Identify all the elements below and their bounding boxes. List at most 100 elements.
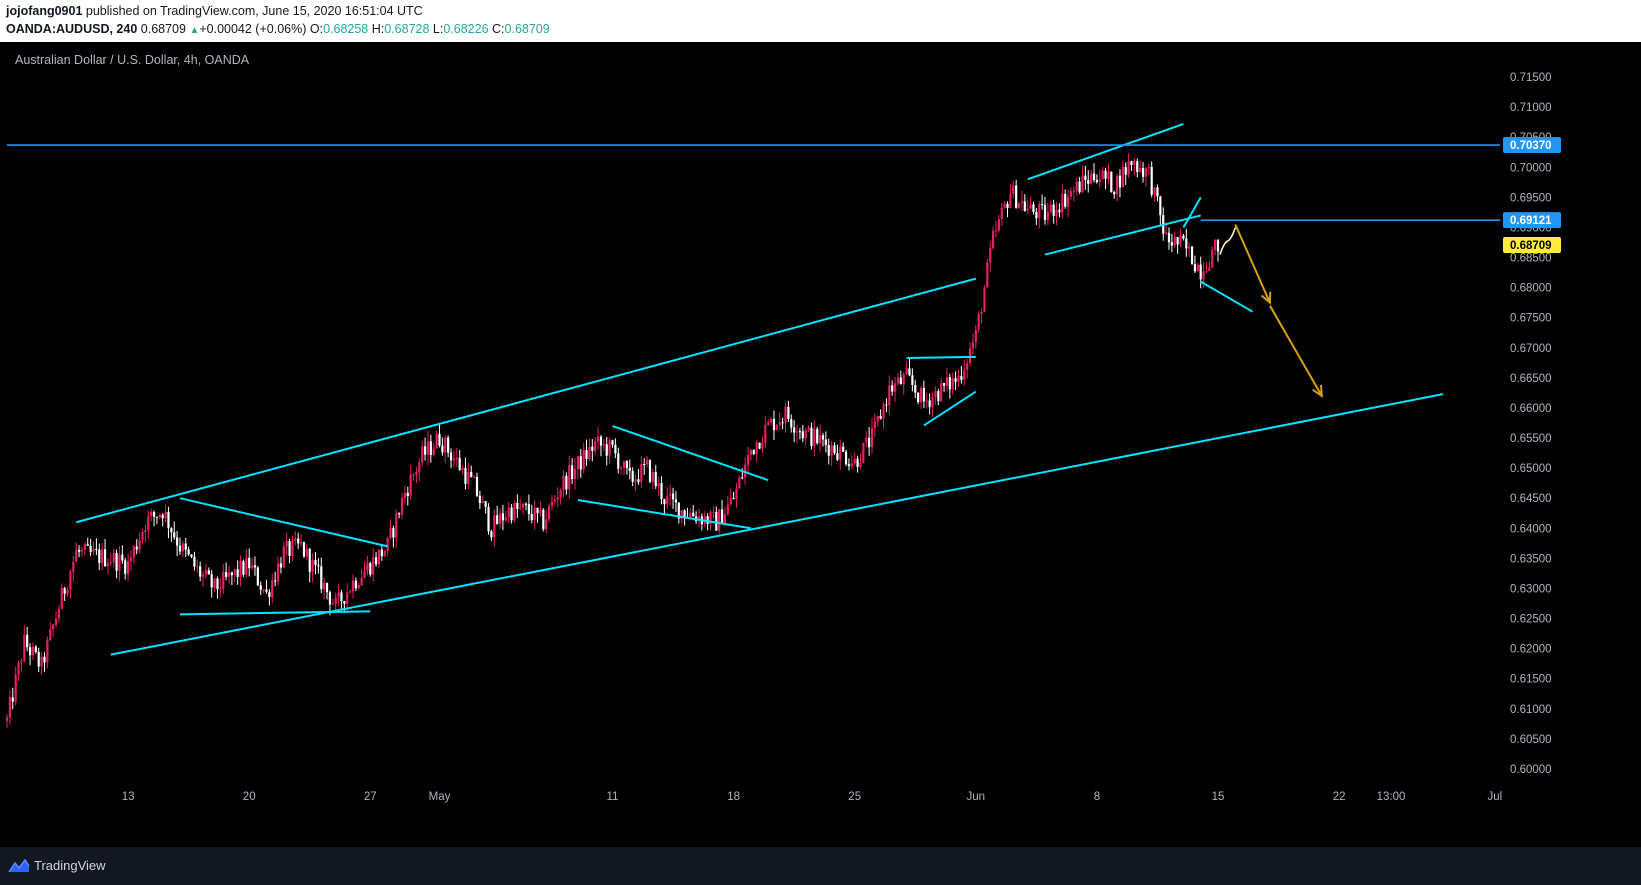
candle-body: [911, 375, 914, 386]
candle-body: [795, 431, 799, 433]
candle-body: [614, 444, 617, 454]
trendline-wedge-lower: [577, 499, 752, 530]
candle-body: [1006, 203, 1009, 208]
candle-body: [980, 311, 983, 314]
price-tag-resistance: [1503, 137, 1561, 154]
tradingview-logo-icon[interactable]: [8, 858, 30, 874]
candle-body: [46, 639, 49, 663]
candle-body: [1023, 201, 1026, 211]
candle-body: [31, 646, 35, 656]
candle-body: [971, 342, 975, 349]
candle-body: [925, 400, 928, 402]
candle-body: [8, 697, 11, 718]
candle-body: [1208, 267, 1211, 271]
candle-body: [715, 512, 718, 531]
candle-body: [265, 589, 268, 592]
candle-body: [1061, 193, 1064, 213]
price-change: +0.00042 (+0.06%): [199, 22, 307, 36]
candle-body: [493, 515, 496, 538]
candle-body: [749, 449, 752, 455]
ohlc-close-value: 0.68709: [504, 22, 550, 36]
y-tick-label: 0.62500: [1510, 614, 1552, 626]
y-tick-label: 0.63500: [1510, 553, 1552, 565]
candle-body: [1066, 196, 1070, 207]
candle-body: [608, 440, 611, 456]
chart-canvas[interactable]: 0.60000 0.60500 0.61000 0.61500 0.62000 0.625…: [0, 42, 1641, 847]
candle-body: [236, 569, 239, 577]
candle-body: [1153, 187, 1156, 195]
author-name[interactable]: jojofang0901: [6, 4, 83, 18]
candle-body: [467, 471, 470, 485]
candle-body: [92, 548, 95, 552]
candle-body: [634, 479, 637, 482]
projection-arrow-line: [1269, 305, 1323, 397]
candle-body: [369, 563, 372, 575]
x-tick-label: Jun: [967, 791, 986, 803]
candle-body: [671, 493, 675, 500]
candle-body: [945, 377, 949, 386]
candle-body: [556, 497, 559, 500]
candle-body: [744, 464, 747, 478]
candle-body: [530, 514, 533, 521]
candle-body: [842, 446, 845, 452]
candle-body: [646, 460, 649, 465]
candle-body: [1110, 171, 1113, 193]
candle-body: [429, 441, 432, 455]
candle-body: [1211, 249, 1214, 268]
candle-body: [63, 588, 66, 594]
candle-body: [986, 262, 989, 288]
candle-body: [963, 369, 966, 380]
ohlc-low-label: L:: [432, 22, 444, 36]
candle-body: [121, 554, 124, 561]
candle-body: [1182, 235, 1185, 239]
candle-body: [977, 313, 980, 330]
chart-area[interactable]: 0.60000 0.60500 0.61000 0.61500 0.62000 0.625…: [0, 42, 1641, 847]
ohlc-open-value: 0.68258: [323, 22, 369, 36]
candle-body: [328, 592, 332, 605]
candle-body: [516, 502, 519, 509]
candle-body: [77, 549, 81, 552]
candle-body: [357, 585, 360, 589]
candle-body: [426, 441, 430, 455]
tradingview-brand[interactable]: TradingView: [34, 858, 106, 873]
candle-body: [813, 428, 816, 447]
candle-body: [225, 572, 228, 577]
candle-body: [167, 511, 170, 529]
candle-body: [599, 436, 603, 446]
candle-body: [778, 422, 781, 425]
candle-body: [291, 540, 294, 556]
candle-body: [960, 375, 963, 380]
trendline-flag-lower: [923, 390, 977, 427]
candle-body: [496, 515, 499, 524]
candle-body: [628, 467, 631, 471]
candle-body: [26, 634, 29, 648]
y-tick-label: 0.60000: [1510, 764, 1552, 776]
x-tick-label: 8: [1094, 791, 1100, 803]
candle-body: [222, 572, 225, 589]
trendline-wedge-upper: [612, 425, 769, 482]
candle-body: [101, 549, 104, 563]
candle-body: [294, 538, 297, 541]
candle-body: [772, 419, 776, 431]
candle-body: [524, 503, 528, 505]
candle-body: [827, 445, 830, 456]
candle-body: [317, 565, 320, 567]
candle-body: [1020, 201, 1024, 204]
candle-body: [873, 421, 876, 429]
y-tick-label: 0.64000: [1510, 523, 1552, 535]
projection-wiggle: [1219, 227, 1237, 255]
candle-body: [239, 560, 242, 577]
candle-body: [282, 546, 285, 568]
price-tag-support: [1503, 212, 1561, 229]
candle-body: [276, 563, 280, 582]
candle-body: [173, 532, 176, 538]
candle-body: [1216, 239, 1220, 252]
candle-body: [106, 563, 110, 567]
candle-body: [164, 511, 167, 519]
candle-body: [274, 580, 277, 582]
candle-body: [302, 542, 306, 557]
candle-body: [648, 460, 652, 482]
candle-body: [836, 453, 839, 460]
candle-body: [210, 574, 213, 588]
candle-body: [311, 560, 314, 572]
